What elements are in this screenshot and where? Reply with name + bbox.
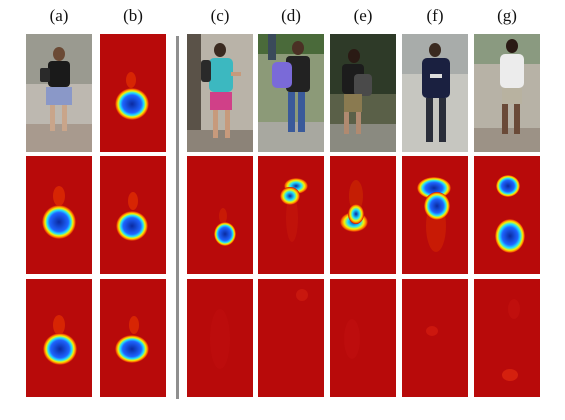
photo-d [258,34,324,152]
label-b: (b) [123,6,143,25]
label-d: (d) [281,6,301,25]
heatmap-f-3 [402,279,468,397]
photo-e [330,34,396,152]
heatmap-c-3 [187,279,253,397]
heatmap-d-2 [258,156,324,274]
heatmap-b-1 [100,34,166,152]
photo-g [474,34,540,152]
divider-line [176,36,179,399]
heatmap-e-2 [330,156,396,274]
heatmap-a-3 [26,279,92,397]
heatmap-e-3 [330,279,396,397]
heatmap-c-2 [187,156,253,274]
label-e: (e) [353,6,373,25]
label-f: (f) [426,6,444,25]
heatmap-g-3 [474,279,540,397]
heatmap-g-2 [474,156,540,274]
photo-a [26,34,92,152]
heatmap-b-3 [100,279,166,397]
label-c: (c) [210,6,230,25]
heatmap-f-2 [402,156,468,274]
heatmap-a-2 [26,156,92,274]
heatmap-d-3 [258,279,324,397]
photo-c [187,34,253,152]
label-a: (a) [49,6,69,25]
heatmap-b-2 [100,156,166,274]
photo-f [402,34,468,152]
label-g: (g) [497,6,517,25]
